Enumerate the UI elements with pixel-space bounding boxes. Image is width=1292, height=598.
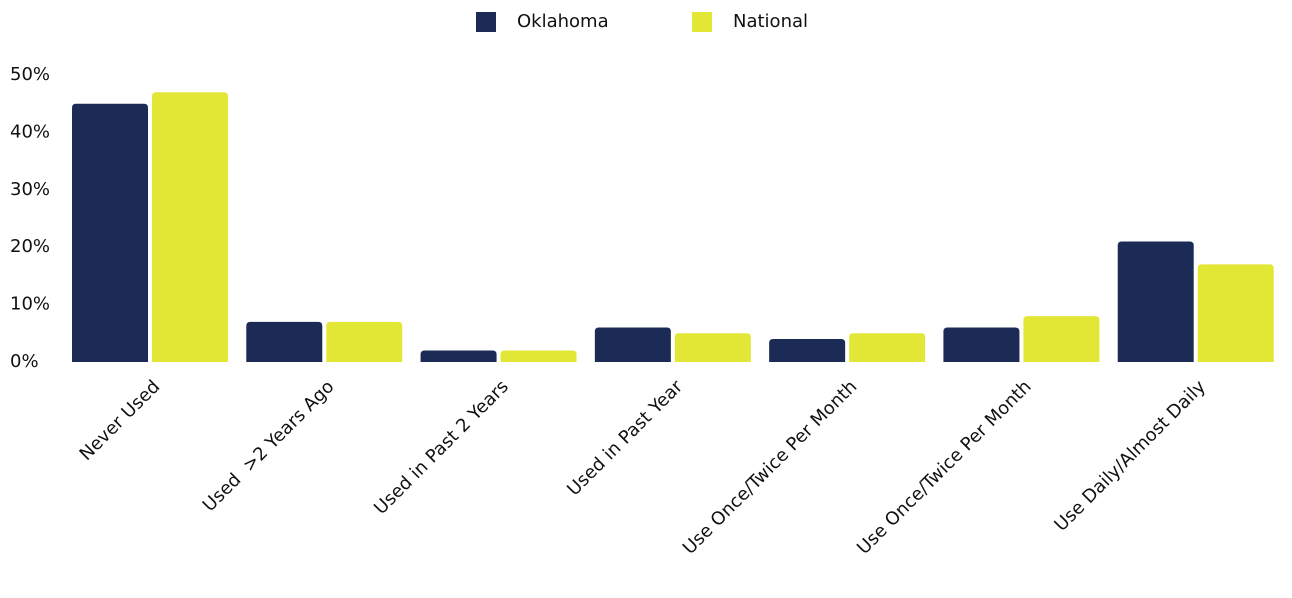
x-tick-label: Used in Past 2 Years (370, 376, 513, 519)
bar (674, 333, 751, 362)
x-tick-label: Use Once/Twice Per Month (853, 376, 1036, 559)
bar (72, 103, 148, 362)
x-tick-label: Used >2 Years Ago (199, 376, 339, 516)
y-tick-label: 40% (10, 121, 50, 142)
bar (152, 92, 228, 362)
bar (849, 333, 926, 362)
bar (1023, 316, 1100, 362)
x-tick-label: Used in Past Year (563, 376, 687, 500)
bar (594, 327, 671, 362)
y-tick-label: 0% (10, 351, 39, 372)
bar (943, 327, 1020, 362)
bar (1117, 241, 1194, 362)
bar (1197, 264, 1274, 362)
x-tick-label: Use Once/Twice Per Month (679, 376, 862, 559)
legend-label: National (733, 11, 808, 32)
y-tick-label: 20% (10, 236, 50, 257)
legend-swatch (476, 12, 496, 32)
bar (769, 339, 846, 362)
bar (326, 321, 403, 362)
y-tick-label: 10% (10, 294, 50, 315)
bar (420, 350, 497, 362)
x-tick-label: Never Used (76, 376, 165, 465)
bar (246, 321, 323, 362)
y-tick-label: 30% (10, 179, 50, 200)
y-tick-label: 50% (10, 64, 50, 85)
legend-label: Oklahoma (517, 11, 609, 32)
legend-swatch (692, 12, 712, 32)
bar (500, 350, 577, 362)
x-tick-label: Use Daily/Almost Daily (1050, 376, 1210, 536)
